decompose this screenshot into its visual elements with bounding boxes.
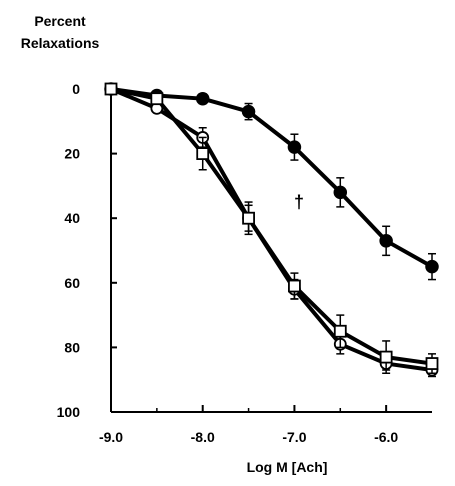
x-axis-label: Log M [Ach] xyxy=(247,459,328,475)
series-line xyxy=(110,87,433,269)
data-point xyxy=(196,147,210,161)
annotation-layer: †* xyxy=(294,192,304,212)
y-tick-label: 80 xyxy=(64,339,80,355)
data-point xyxy=(195,91,210,106)
significance-marker: † xyxy=(294,192,304,212)
y-tick-label: 60 xyxy=(64,275,80,291)
series-open-square xyxy=(104,82,439,374)
data-point xyxy=(241,104,256,119)
x-tick-label: -9.0 xyxy=(99,429,123,445)
x-tick-label: -7.0 xyxy=(282,429,306,445)
x-tick-label: -6.0 xyxy=(374,429,398,445)
data-point xyxy=(379,234,393,248)
y-axis-label-line-2: Relaxations xyxy=(21,35,100,51)
axes: 0 20 40 60 80 100 -9.0 -8.0 -7.0 -6.0 xyxy=(57,81,432,445)
data-point xyxy=(104,82,118,96)
data-point xyxy=(333,324,347,338)
data-point xyxy=(333,185,348,200)
data-point xyxy=(287,140,302,154)
y-tick-label: 40 xyxy=(64,210,80,226)
series-line xyxy=(110,87,433,366)
data-point xyxy=(425,259,439,274)
y-tick-label: 100 xyxy=(57,404,81,420)
y-tick-label: 20 xyxy=(64,146,80,162)
y-tick-label: 0 xyxy=(72,81,80,97)
data-point xyxy=(425,357,439,370)
data-point xyxy=(288,279,301,293)
series-layer xyxy=(104,82,439,378)
x-tick-label: -8.0 xyxy=(191,429,215,445)
data-point xyxy=(242,211,255,225)
data-point xyxy=(150,92,164,106)
y-axis-label-line-1: Percent xyxy=(34,13,86,29)
data-point xyxy=(379,350,393,364)
